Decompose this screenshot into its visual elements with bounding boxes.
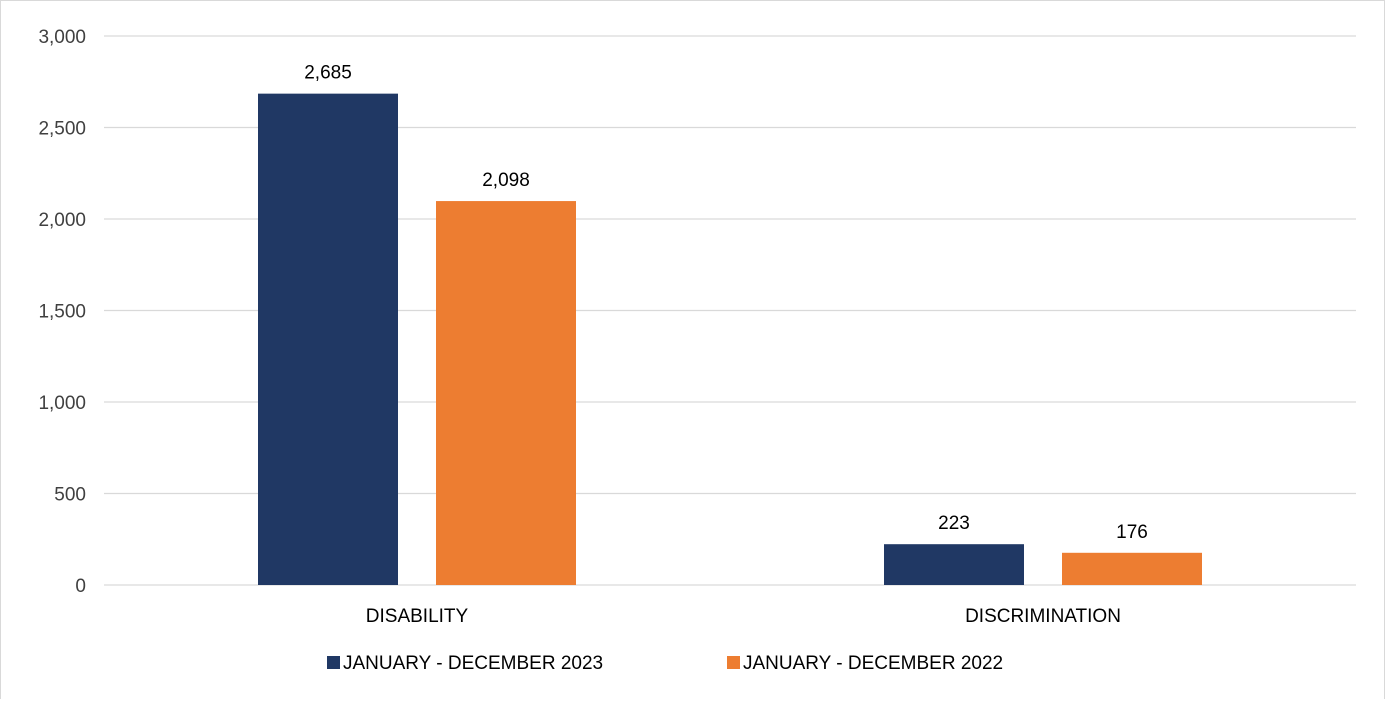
data-label: 2,685 (304, 63, 352, 84)
data-label: 176 (1116, 522, 1148, 543)
legend-swatch (327, 656, 340, 669)
y-tick-label: 3,000 (38, 27, 86, 48)
category-label: DISCRIMINATION (965, 606, 1121, 627)
legend-label: JANUARY - DECEMBER 2022 (743, 653, 1003, 674)
legend-label: JANUARY - DECEMBER 2023 (343, 653, 603, 674)
category-label: DISABILITY (366, 606, 469, 627)
y-tick-label: 0 (75, 576, 86, 597)
legend-swatch (727, 656, 740, 669)
y-tick-label: 500 (54, 485, 86, 506)
bar-disability-series-1 (258, 93, 398, 586)
y-tick-label: 2,500 (38, 119, 86, 140)
bar-disability-series-2 (436, 201, 576, 586)
y-tick-label: 1,500 (38, 302, 86, 323)
bar-discrimination-series-1 (884, 544, 1024, 585)
y-tick-label: 1,000 (38, 393, 86, 414)
data-label: 2,098 (482, 170, 530, 191)
data-label: 223 (938, 513, 970, 534)
y-tick-label: 2,000 (38, 210, 86, 231)
bar-discrimination-series-2 (1062, 552, 1202, 585)
